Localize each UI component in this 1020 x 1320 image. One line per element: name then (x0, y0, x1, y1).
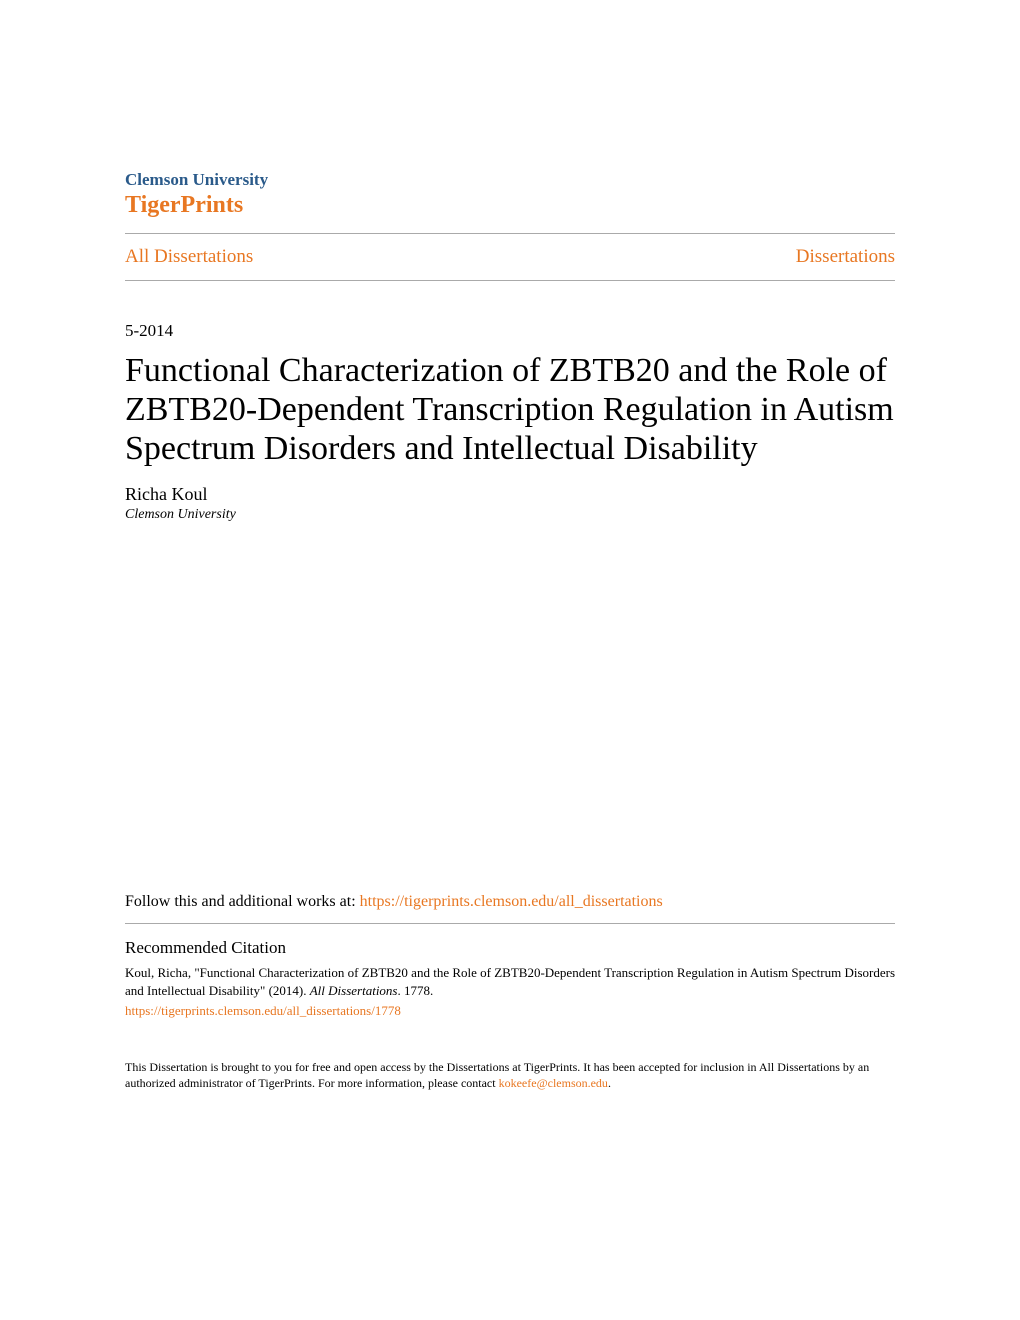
divider-follow (125, 923, 895, 924)
brand-name: TigerPrints (125, 192, 895, 219)
footer-part1: This Dissertation is brought to you for … (125, 1060, 869, 1091)
citation-url-link[interactable]: https://tigerprints.clemson.edu/all_diss… (125, 1003, 895, 1019)
nav-dissertations-link[interactable]: Dissertations (796, 246, 895, 268)
citation-italic: All Dissertations (310, 983, 398, 998)
citation-part2: . 1778. (398, 983, 434, 998)
divider-nav (125, 280, 895, 281)
citation-text: Koul, Richa, "Functional Characterizatio… (125, 964, 895, 1000)
nav-row: All Dissertations Dissertations (125, 234, 895, 280)
follow-section: Follow this and additional works at: htt… (125, 893, 895, 911)
footer-part2: . (608, 1076, 611, 1090)
citation-heading: Recommended Citation (125, 938, 895, 958)
follow-link[interactable]: https://tigerprints.clemson.edu/all_diss… (360, 893, 663, 910)
institution-name: Clemson University (125, 170, 895, 190)
citation-part1: Koul, Richa, "Functional Characterizatio… (125, 965, 895, 998)
publication-date: 5-2014 (125, 321, 895, 341)
footer-text: This Dissertation is brought to you for … (125, 1059, 895, 1093)
follow-prefix: Follow this and additional works at: (125, 893, 360, 910)
author-affiliation: Clemson University (125, 507, 895, 523)
footer-email-link[interactable]: kokeefe@clemson.edu (499, 1076, 608, 1090)
author-name: Richa Koul (125, 484, 895, 505)
paper-title: Functional Characterization of ZBTB20 an… (125, 351, 895, 468)
nav-all-dissertations-link[interactable]: All Dissertations (125, 246, 253, 268)
